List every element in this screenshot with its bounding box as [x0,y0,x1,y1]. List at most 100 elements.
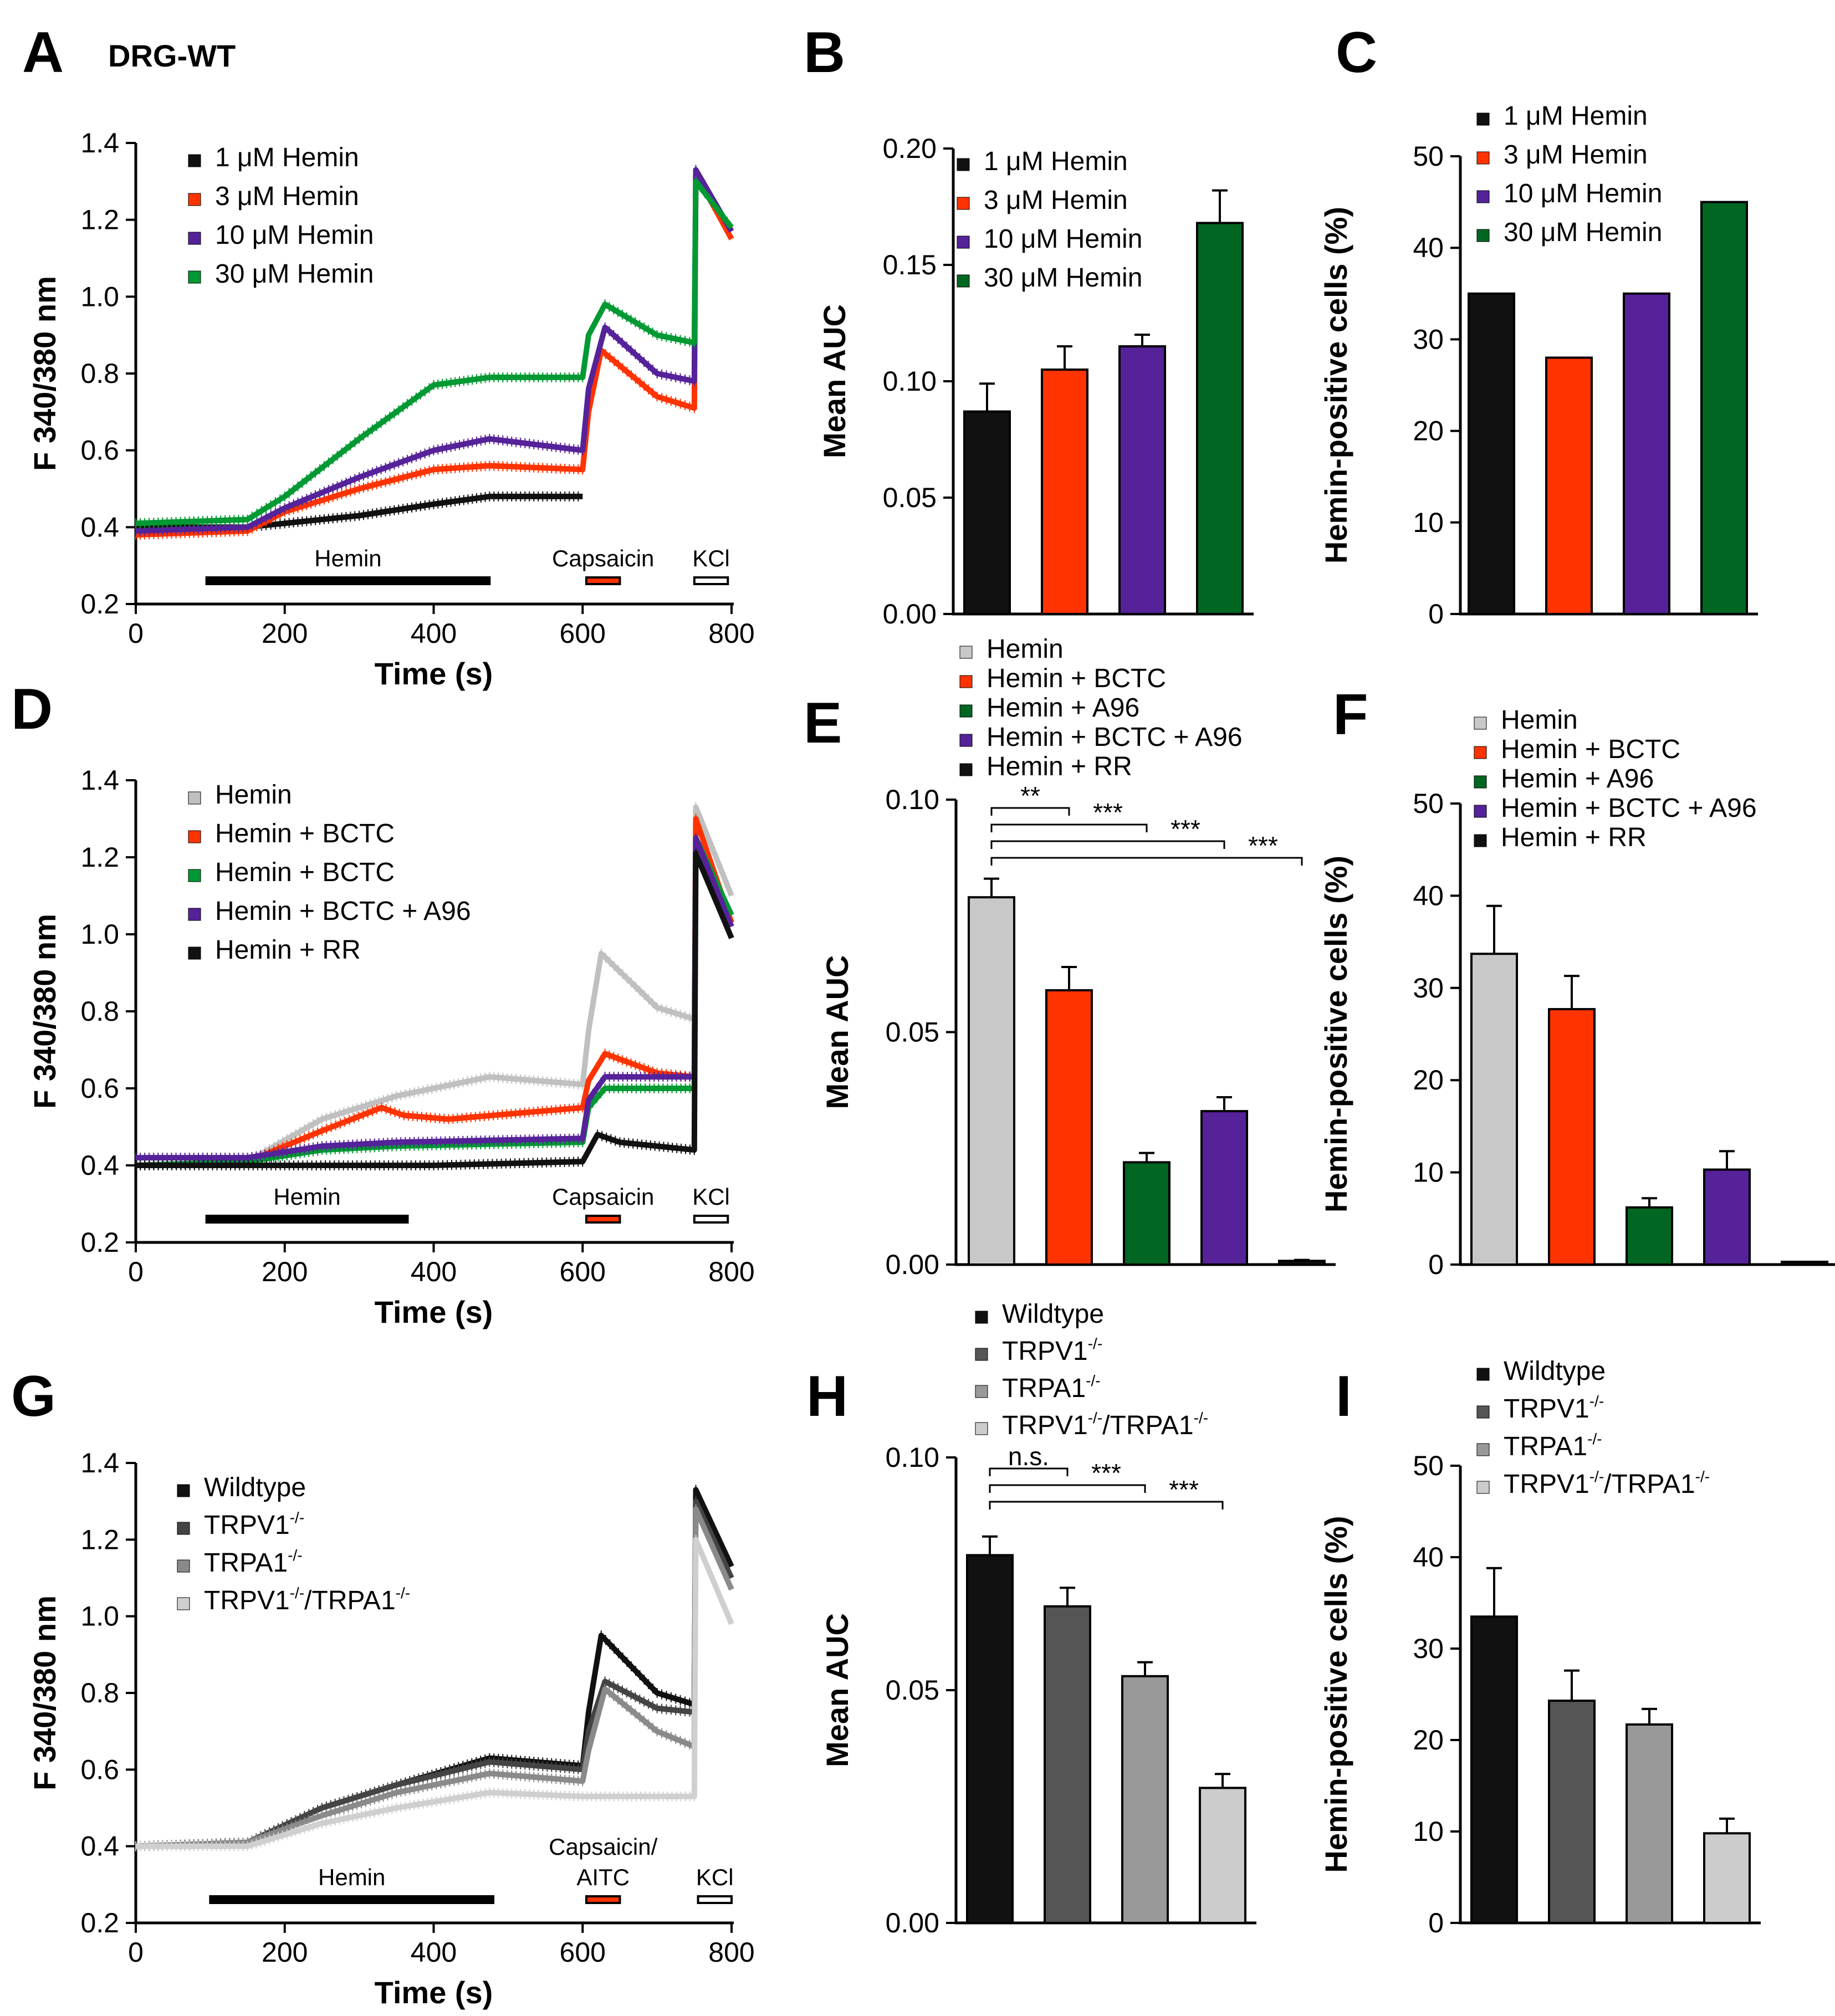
stimulus-bar-1 [209,1895,494,1904]
y-tick-label: 50 [1413,141,1444,172]
legend-label: Hemin [1501,705,1578,735]
legend-label: TRPV1-/-​/TRPA1-/-​ [204,1584,410,1615]
x-axis-label: Time (s) [375,1975,493,2010]
legend-swatch [1476,1481,1490,1494]
panel-letter-E: E [804,691,842,755]
significance-bracket [990,840,1225,849]
panel-G-chart: 0.2 0.4 0.6 0.8 1.0 1.2 1.4 0 200 400 600 800 Time (… [27,1447,755,2010]
y-tick-label: 0.8 [80,1677,119,1708]
y-tick-label: 0.05 [886,1017,939,1048]
legend-label: 30 μM Hemin [1504,218,1662,247]
panel-letter-B: B [804,21,845,85]
legend-swatch [188,946,201,960]
legend-swatch [1474,746,1487,759]
y-tick-label: 1.0 [80,919,119,950]
legend-label: Wildtype [1504,1357,1606,1386]
bar-4 [1703,1168,1751,1266]
x-tick-label: 600 [560,1937,606,1968]
significance-bracket [990,857,1303,866]
y-tick-label: 30 [1413,1633,1444,1664]
significance-label: *** [1170,815,1200,843]
y-tick-label: 0.2 [80,589,119,620]
y-tick-label: 0.6 [80,1754,119,1785]
bar-2 [1545,356,1593,615]
x-tick-label: 400 [411,1256,457,1287]
x-tick-label: 200 [262,1256,308,1287]
y-tick-label: 10 [1413,507,1444,538]
y-tick-label: 1.2 [80,204,119,236]
panel-C-chart: 0 10 20 30 40 50 Hemin-positive cells (%) 1 μM … [1318,101,1758,630]
legend-label: TRPA1-/-​ [1002,1372,1101,1403]
legend-swatch [975,1348,988,1361]
y-tick-label: 0.10 [886,784,939,815]
stimulus-label: Capsaicin [552,1184,654,1210]
bar-1 [966,1554,1014,1924]
legend-label: Hemin [986,635,1064,664]
stimulus-bar-3 [697,1895,733,1904]
panel-I-chart: 0 10 20 30 40 50 Hemin-positive cells (%) Wildt… [1318,1357,1761,1938]
legend-swatch [957,236,970,249]
y-tick-label: 0.10 [886,1442,939,1473]
panel-letter-I: I [1336,1364,1352,1429]
y-tick-label: 0.6 [80,1073,119,1104]
bar-1 [1470,953,1518,1266]
significance-label: ** [1020,781,1040,810]
stimulus-label: Hemin [318,1864,385,1890]
y-tick-label: 0 [1428,598,1444,630]
x-tick-label: 600 [560,1256,606,1287]
legend-swatch [1476,190,1490,203]
legend-label: 3 μM Hemin [215,182,359,211]
legend-label: Hemin + RR [1501,823,1647,852]
figure-subtitle: DRG-WT [108,38,236,73]
panel-letter-A: A [22,21,64,85]
legend-label: Wildtype [204,1473,306,1502]
bar-3 [1123,1161,1170,1266]
legend-swatch [975,1422,988,1435]
panel-letter-D: D [11,677,53,741]
stimulus-bar-2 [585,1895,621,1904]
legend-label: 10 μM Hemin [215,221,374,250]
bar-2 [1044,1605,1091,1925]
legend-swatch [188,154,201,167]
legend-swatch [1476,1368,1490,1381]
bar-4 [1700,201,1748,616]
y-axis-label: Hemin-positive cells (%) [1318,1516,1353,1872]
y-tick-label: 1.2 [80,842,119,873]
y-tick-label: 40 [1413,880,1444,911]
y-tick-label: 10 [1413,1816,1444,1847]
stimulus-label: Hemin [314,545,381,571]
stimulus-bar-2 [585,576,621,585]
significance-label: *** [1091,1459,1121,1487]
y-tick-label: 0.2 [80,1907,119,1938]
legend-swatch [975,1385,988,1398]
legend-swatch [1476,112,1490,126]
y-tick-label: 0.8 [80,996,119,1027]
bar-3 [1121,1675,1169,1925]
legend-label: TRPV1-/-​ [1504,1393,1604,1424]
x-tick-label: 0 [128,1256,144,1287]
stimulus-label: Capsaicin [552,545,654,571]
bar-1 [1468,292,1515,615]
bar-2 [1548,1008,1596,1266]
stimulus-label: Hemin [273,1184,340,1210]
y-tick-label: 0.15 [883,249,937,280]
legend-swatch [975,1311,988,1324]
panel-letters: A B C D E F G H I [11,21,1377,1429]
legend-label: TRPA1-/-​ [1504,1430,1602,1461]
significance-bracket [989,1467,1069,1476]
stimulus-label: KCl [692,1184,730,1210]
y-tick-label: 0.4 [80,511,119,543]
significance-bracket [990,823,1148,832]
legend-label: Hemin + BCTC + A96 [986,723,1243,752]
legend-swatch [959,734,973,747]
legend-swatch [959,675,973,688]
legend-label: TRPV1-/-​/TRPA1-/-​ [1002,1409,1208,1440]
stimulus-bar-1 [205,576,491,585]
legend-label: 10 μM Hemin [984,224,1142,254]
legend-label: 1 μM Hemin [984,147,1128,176]
y-tick-label: 1.0 [80,281,119,312]
legend-label: 30 μM Hemin [215,259,374,289]
significance-label: n.s. [1008,1442,1049,1471]
legend-label: Hemin + RR [986,752,1132,781]
